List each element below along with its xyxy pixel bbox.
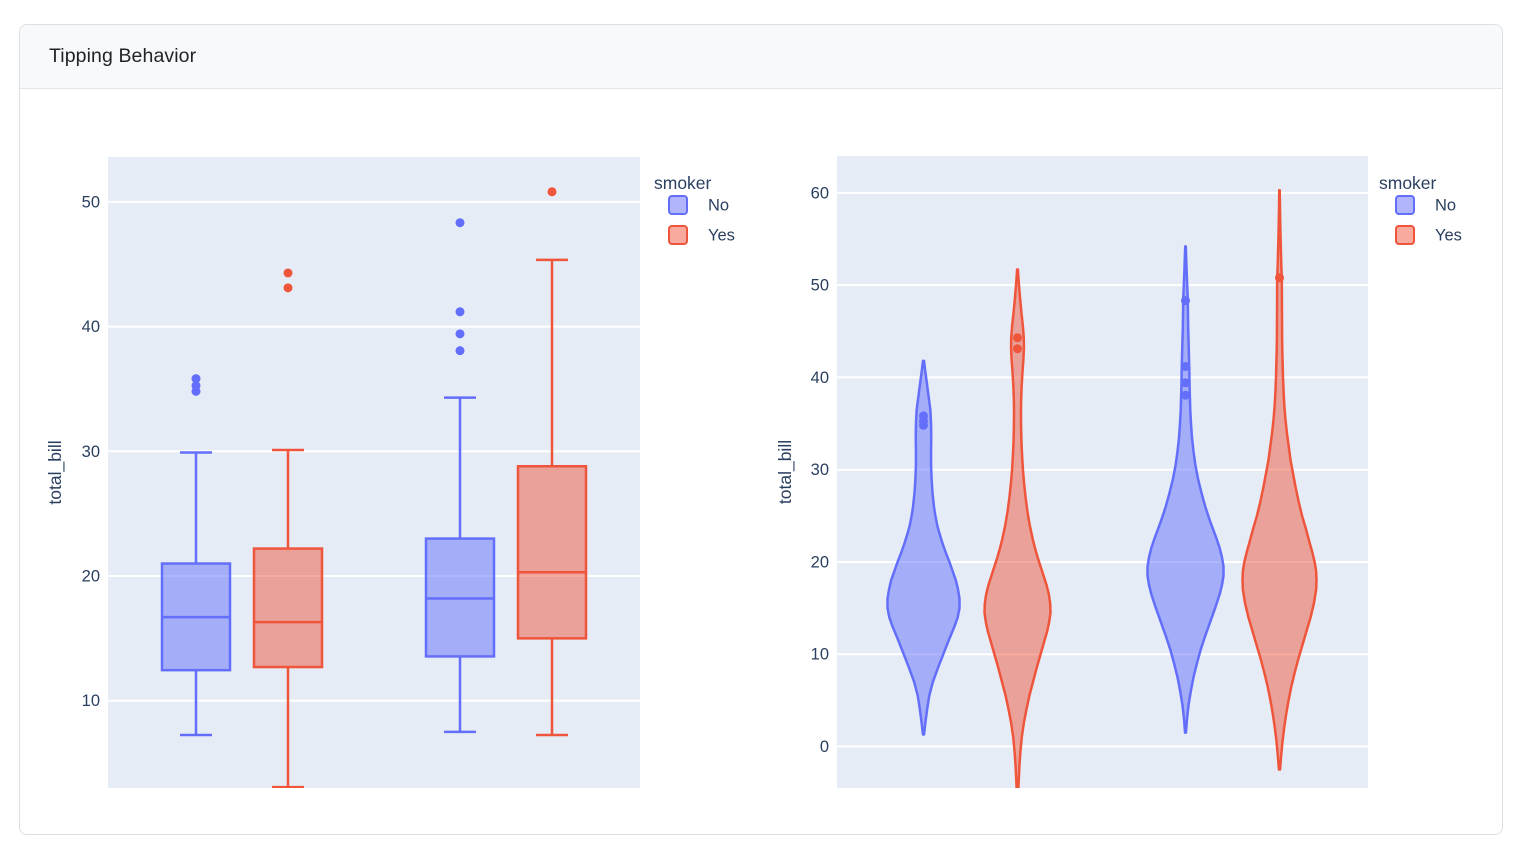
violin-shape[interactable] (983, 268, 1052, 792)
outlier-point[interactable] (455, 329, 465, 339)
outlier-point[interactable] (191, 374, 201, 384)
violin-point[interactable] (1181, 296, 1190, 306)
violin-point[interactable] (1275, 273, 1284, 283)
box-iqr[interactable] (516, 465, 588, 640)
card-header: Tipping Behavior (20, 25, 1502, 89)
box-iqr[interactable] (252, 547, 324, 669)
legend-swatch-no[interactable] (668, 195, 688, 215)
legend-label: Yes (1435, 227, 1462, 245)
box-yes-group2[interactable] (516, 187, 588, 737)
box-no-group1[interactable] (160, 374, 232, 737)
box-plot[interactable]: 10 20 30 40 50 total_bill smoker No Yes (31, 141, 771, 811)
violin-shape[interactable] (886, 359, 961, 736)
legend: smoker No Yes (1379, 173, 1462, 245)
violin-point[interactable] (919, 411, 928, 421)
outlier-point[interactable] (191, 381, 201, 391)
outlier-point[interactable] (455, 218, 465, 228)
y-axis-title: total_bill (45, 440, 66, 504)
legend-item-no[interactable]: No (1395, 195, 1456, 215)
y-tick-label: 40 (811, 369, 829, 387)
legend-swatch-yes[interactable] (668, 225, 688, 245)
page-title: Tipping Behavior (49, 45, 197, 67)
y-tick-label: 10 (811, 646, 829, 664)
y-tick-label: 40 (82, 318, 100, 336)
outlier-point[interactable] (283, 268, 293, 278)
legend-title: smoker (654, 173, 712, 193)
violin-no-group2[interactable] (1146, 245, 1225, 734)
violin-no-group1[interactable] (886, 359, 961, 736)
y-tick-label: 30 (811, 461, 829, 479)
outlier-point[interactable] (455, 346, 465, 356)
y-tick-label: 30 (82, 443, 100, 461)
violin-yes-group2[interactable] (1241, 188, 1318, 771)
card-body: 10 20 30 40 50 total_bill smoker No Yes 0 10 20 30 4… (20, 89, 1502, 834)
y-tick-label: 50 (811, 277, 829, 295)
legend: smoker No Yes (654, 173, 735, 245)
legend-swatch-no[interactable] (1395, 195, 1415, 215)
y-tick-label: 0 (820, 738, 829, 756)
violin-shape[interactable] (1241, 188, 1318, 771)
violin-plot[interactable]: 0 10 20 30 40 50 60 total_bill smoker No Yes (761, 141, 1501, 811)
outlier-point[interactable] (283, 283, 293, 293)
violin-point[interactable] (1013, 344, 1022, 354)
legend-item-no[interactable]: No (668, 195, 729, 215)
box-no-group2[interactable] (424, 218, 496, 734)
legend-label: No (708, 197, 729, 215)
legend-title: smoker (1379, 173, 1437, 193)
y-tick-label: 20 (811, 553, 829, 571)
violin-point[interactable] (1013, 333, 1022, 343)
chart-card: Tipping Behavior 10 20 30 40 50 total_bill smo… (19, 24, 1503, 835)
y-tick-label: 60 (811, 184, 829, 202)
violin-yes-group1[interactable] (983, 268, 1052, 792)
box-yes-group1[interactable] (252, 268, 324, 788)
y-tick-label: 20 (82, 568, 100, 586)
violin-point[interactable] (1181, 361, 1190, 371)
outlier-point[interactable] (547, 187, 557, 197)
violin-point[interactable] (1181, 378, 1190, 388)
y-axis-title: total_bill (775, 440, 796, 504)
violin-shape[interactable] (1146, 245, 1225, 734)
y-tick-label: 50 (82, 193, 100, 211)
outlier-point[interactable] (455, 307, 465, 317)
legend-item-yes[interactable]: Yes (1395, 225, 1462, 245)
legend-swatch-yes[interactable] (1395, 225, 1415, 245)
y-tick-label: 10 (82, 692, 100, 710)
legend-label: No (1435, 197, 1456, 215)
legend-item-yes[interactable]: Yes (668, 225, 735, 245)
legend-label: Yes (708, 227, 735, 245)
violin-point[interactable] (1181, 390, 1190, 400)
